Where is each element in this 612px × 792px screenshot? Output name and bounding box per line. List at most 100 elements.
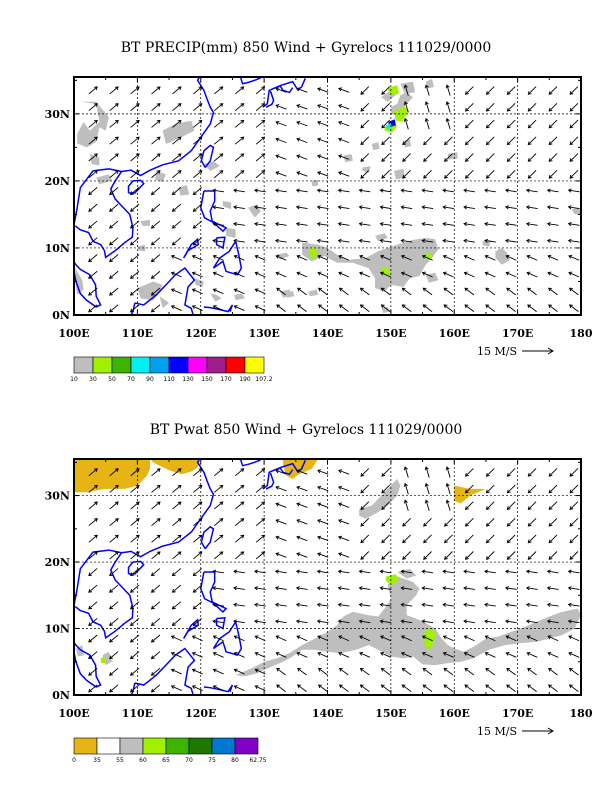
colorbar-label: 35 — [93, 757, 101, 764]
wind-vector — [361, 485, 369, 493]
wind-vector — [235, 469, 243, 476]
wind-vector — [152, 254, 160, 261]
wind-vector — [89, 254, 97, 261]
colorbar-2: 0 35 55 60 65 70 75 80 62.75 — [72, 738, 267, 764]
map-frame — [74, 77, 581, 315]
colorbar-swatch — [226, 357, 245, 373]
lon-label: 170E — [502, 327, 533, 340]
wind-vector — [110, 137, 118, 144]
colorbar-swatch — [207, 357, 226, 373]
wind-vector — [549, 154, 557, 162]
wind-vector — [403, 552, 411, 560]
precip-area — [308, 290, 318, 297]
wind-vector — [110, 271, 118, 278]
wind-vector — [152, 238, 160, 245]
precip-area — [160, 296, 170, 308]
wind-vector — [570, 305, 579, 312]
wind-vector — [424, 170, 432, 178]
wind-vector — [152, 469, 160, 476]
wind-vector — [570, 87, 578, 95]
wind-vector — [214, 519, 222, 526]
wind-vector — [402, 288, 411, 295]
lon-label: 140E — [312, 707, 343, 720]
wind-vector — [423, 668, 432, 675]
coastline — [135, 648, 195, 695]
wind-vector — [549, 305, 558, 312]
wind-vector — [172, 602, 180, 609]
wind-vector — [319, 668, 328, 675]
wind-vector — [110, 602, 118, 609]
lat-label: 10N — [45, 623, 70, 636]
wind-vector — [110, 204, 118, 211]
wind-vector — [528, 502, 536, 510]
wind-vector — [214, 120, 222, 127]
wind-vector — [110, 585, 118, 592]
colorbar-swatch — [188, 357, 207, 373]
wind-vector — [486, 485, 494, 493]
wind-vector — [131, 535, 139, 542]
wind-vector — [214, 535, 222, 542]
wind-vector — [528, 154, 536, 162]
lon-label: 130E — [248, 707, 279, 720]
wind-vector — [89, 87, 97, 94]
wind-vector — [110, 104, 118, 111]
wind-vector — [403, 518, 411, 526]
wind-vector — [507, 552, 515, 560]
colorbar-label: 0 — [72, 757, 76, 764]
wind-vector — [424, 137, 432, 145]
wind-vector — [466, 137, 474, 145]
wind-vector — [131, 87, 139, 94]
wind-vector — [235, 519, 243, 526]
colorbar-label: 170 — [220, 376, 232, 383]
wind-vector — [172, 171, 180, 178]
wind-vector — [402, 685, 411, 692]
wind-vector — [172, 104, 180, 111]
colorbar-swatch — [74, 357, 93, 373]
wind-vector — [360, 288, 369, 295]
colorbar-label: 55 — [116, 757, 124, 764]
wind-vector — [256, 154, 264, 161]
colorbar-label: 190 — [239, 376, 251, 383]
wind-vector — [402, 305, 411, 312]
lon-label: 100E — [58, 707, 89, 720]
wind-vector — [172, 502, 180, 509]
pwat-area — [150, 459, 201, 474]
wind-vector — [152, 652, 160, 659]
colorbar-label: 65 — [162, 757, 170, 764]
wind-vector — [152, 568, 160, 575]
wind-vector — [570, 120, 578, 128]
coastline — [217, 237, 225, 248]
wind-vector — [89, 535, 97, 542]
coastline — [263, 78, 305, 107]
wind-vector — [570, 170, 578, 178]
wind-vector — [277, 668, 286, 675]
wind-vector — [361, 87, 369, 95]
wind-vector — [89, 221, 97, 228]
precip-area — [194, 278, 204, 287]
wind-vector — [89, 238, 97, 245]
precip-area — [571, 208, 581, 215]
wind-vector — [110, 171, 118, 178]
pwat-area — [236, 575, 581, 676]
colorbar-swatch — [166, 738, 189, 754]
coastline — [217, 618, 225, 629]
wind-vector — [549, 485, 557, 493]
wind-vector — [549, 685, 558, 692]
wind-vector — [214, 552, 222, 559]
wind-vector — [528, 552, 536, 560]
colorbar-1: 10 30 50 70 90 110 130 150 170 190 107.2 — [70, 357, 273, 383]
wind-vector — [570, 685, 579, 692]
wind-vector — [486, 103, 494, 111]
wind-vector — [89, 187, 97, 194]
precip-area — [137, 281, 162, 300]
wind-vector — [298, 685, 307, 692]
lon-label: 150E — [375, 707, 406, 720]
wind-vector — [466, 518, 474, 526]
wind-vector — [172, 519, 180, 526]
wind-vector — [340, 685, 349, 692]
wind-vector — [528, 137, 536, 145]
wind-vector — [466, 468, 474, 476]
coastline — [129, 561, 144, 574]
wind-vector — [152, 485, 160, 492]
wind-vector — [381, 685, 390, 692]
